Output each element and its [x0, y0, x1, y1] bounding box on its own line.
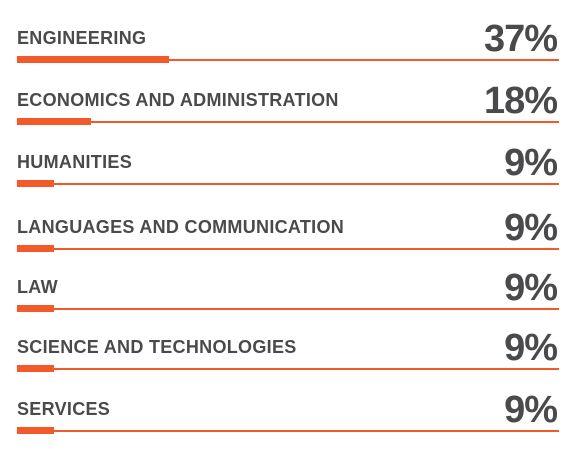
- bar-track: [17, 183, 559, 185]
- bar: [17, 305, 54, 312]
- bar: [17, 365, 54, 372]
- value-label: 37%: [483, 18, 558, 60]
- value-label: 9%: [504, 142, 558, 184]
- chart-row: LAW 9%: [17, 249, 559, 312]
- chart-row: ENGINEERING 37%: [17, 0, 559, 63]
- bar: [17, 245, 54, 252]
- category-label: LAW: [17, 277, 58, 297]
- bar-track: [17, 308, 559, 310]
- chart-row: SERVICES 9%: [17, 371, 559, 434]
- category-label: ECONOMICS AND ADMINISTRATION: [17, 90, 339, 110]
- bar: [17, 118, 91, 125]
- chart-row: ECONOMICS AND ADMINISTRATION 18%: [17, 62, 559, 125]
- value-label: 9%: [504, 389, 558, 431]
- category-label: LANGUAGES AND COMMUNICATION: [17, 217, 345, 237]
- category-label: SCIENCE AND TECHNOLOGIES: [17, 337, 297, 357]
- bar-track: [17, 368, 559, 370]
- chart-row: LANGUAGES AND COMMUNICATION 9%: [17, 189, 559, 252]
- value-label: 9%: [504, 327, 558, 369]
- value-label: 18%: [483, 80, 558, 122]
- bar-track: [17, 121, 559, 123]
- bar-track: [17, 248, 559, 250]
- bar-track: [17, 59, 559, 61]
- category-label: HUMANITIES: [17, 152, 132, 172]
- chart-row: SCIENCE AND TECHNOLOGIES 9%: [17, 309, 559, 372]
- value-label: 9%: [504, 267, 558, 309]
- category-label: SERVICES: [17, 399, 111, 419]
- category-label: ENGINEERING: [17, 28, 147, 48]
- bar: [17, 56, 169, 63]
- chart-row: HUMANITIES 9%: [17, 124, 559, 187]
- bar: [17, 180, 54, 187]
- horizontal-bar-chart: ENGINEERING 37% ECONOMICS AND ADMINISTRA…: [17, 0, 559, 452]
- bar: [17, 427, 54, 434]
- value-label: 9%: [504, 207, 558, 249]
- bar-track: [17, 430, 559, 432]
